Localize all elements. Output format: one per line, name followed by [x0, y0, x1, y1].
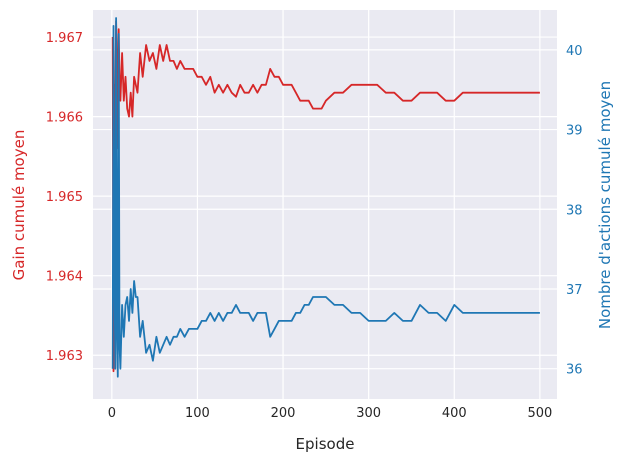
right-axis-series-line — [111, 17, 540, 378]
x-tick-label: 400 — [442, 406, 467, 421]
x-tick-label: 0 — [108, 406, 116, 421]
x-tick-label: 500 — [527, 406, 552, 421]
x-tick-label: 100 — [185, 406, 210, 421]
x-tick-label: 300 — [356, 406, 381, 421]
left-tick-label: 1.967 — [46, 31, 83, 46]
right-tick-label: 38 — [566, 203, 583, 218]
x-axis-ticks: 0 100 200 300 400 500 — [108, 406, 553, 421]
series-layer — [111, 17, 540, 378]
right-tick-label: 36 — [566, 363, 583, 378]
left-axis-title: Gain cumulé moyen — [10, 130, 28, 281]
left-tick-label: 1.966 — [46, 111, 83, 126]
left-tick-label: 1.965 — [46, 190, 83, 205]
left-tick-label: 1.964 — [46, 270, 83, 285]
right-axis-title: Nombre d'actions cumulé moyen — [596, 81, 614, 329]
right-tick-label: 37 — [566, 283, 583, 298]
x-tick-label: 200 — [271, 406, 296, 421]
left-axis-ticks: 1.963 1.964 1.965 1.966 1.967 — [46, 31, 83, 364]
left-tick-label: 1.963 — [46, 349, 83, 364]
x-axis-title: Episode — [296, 435, 355, 453]
grid — [93, 10, 557, 399]
left-axis-series-line — [111, 20, 540, 373]
right-axis-ticks: 36 37 38 39 40 — [566, 44, 583, 378]
right-tick-label: 40 — [566, 44, 583, 59]
right-tick-label: 39 — [566, 124, 583, 139]
plot-area — [93, 10, 557, 399]
